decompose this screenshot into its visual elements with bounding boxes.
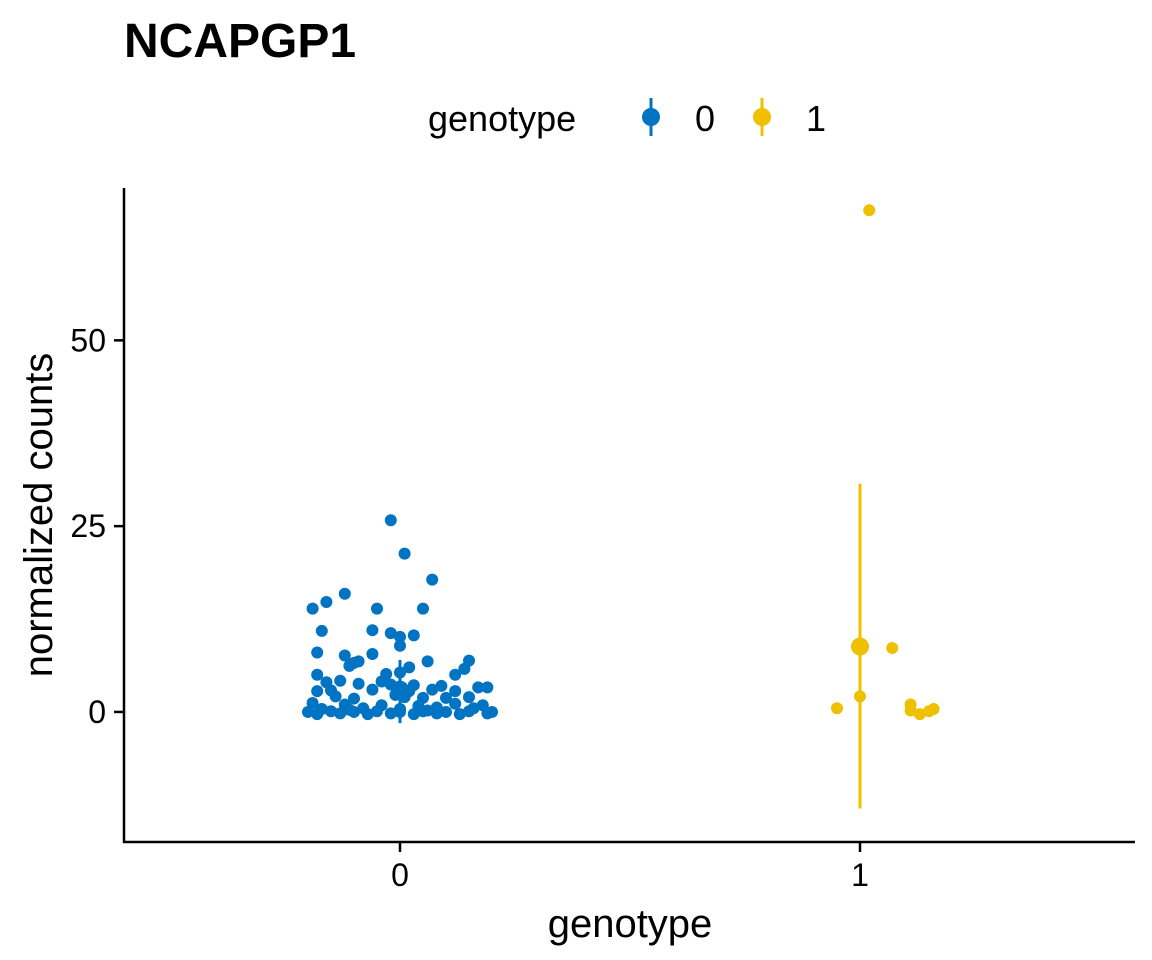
data-point (371, 705, 383, 718)
data-point (352, 677, 365, 690)
chart-title: NCAPGP1 (124, 15, 356, 68)
data-point (302, 705, 314, 718)
data-point (481, 707, 494, 720)
data-point (320, 595, 333, 608)
data-point (435, 679, 448, 692)
data-point (361, 708, 374, 721)
data-point (463, 691, 475, 704)
data-point (449, 685, 462, 698)
data-point (426, 573, 439, 586)
data-point (421, 704, 434, 717)
data-point (325, 705, 337, 718)
mean-point-1 (851, 637, 869, 656)
data-point (343, 659, 356, 672)
data-point (481, 681, 494, 694)
data-point (338, 649, 351, 662)
data-point (886, 642, 899, 655)
y-ticks: 0 25 50 (70, 322, 124, 730)
data-point (311, 668, 324, 681)
data-point (394, 639, 406, 652)
y-axis-title: normalized counts (17, 353, 61, 678)
data-point (343, 703, 356, 716)
series-1 (831, 204, 940, 809)
data-point (384, 707, 397, 720)
data-point (863, 204, 876, 217)
y-tick-label: 50 (70, 322, 106, 358)
data-point (366, 624, 379, 637)
data-point (426, 683, 439, 696)
data-point (306, 697, 319, 710)
legend: genotype 0 1 (428, 98, 826, 139)
data-point (440, 705, 452, 718)
mean-point-0 (391, 680, 409, 699)
data-point (407, 708, 420, 721)
data-point (472, 681, 485, 694)
y-tick-label: 25 (70, 508, 106, 544)
data-point (449, 697, 462, 710)
data-point (366, 647, 379, 660)
data-point (384, 514, 397, 527)
data-point (421, 655, 434, 668)
data-point (927, 702, 940, 715)
data-point (463, 705, 475, 718)
data-point (371, 602, 383, 615)
plot-area (302, 204, 940, 809)
data-point (311, 685, 324, 698)
y-tick-label: 0 (88, 694, 106, 730)
data-point (384, 627, 397, 640)
data-point (394, 630, 406, 643)
data-point (904, 704, 917, 717)
data-point (854, 690, 866, 703)
data-point (913, 708, 926, 721)
data-point (430, 707, 443, 720)
legend-label-1: 1 (806, 98, 826, 139)
legend-entry-0: 0 (642, 98, 715, 139)
data-point (417, 602, 429, 615)
data-point (453, 708, 466, 721)
data-point (440, 691, 452, 704)
x-tick-label: 1 (851, 857, 869, 893)
legend-entry-1: 1 (753, 98, 826, 139)
data-point (407, 629, 420, 642)
legend-title: genotype (428, 98, 576, 139)
data-point (348, 692, 360, 705)
data-point (334, 674, 347, 687)
data-point (398, 547, 411, 560)
data-point (329, 690, 342, 703)
data-point (394, 666, 406, 679)
data-point (394, 705, 406, 718)
data-point (306, 602, 319, 615)
data-point (831, 702, 843, 715)
data-point (311, 708, 324, 721)
x-axis-title: genotype (548, 902, 713, 946)
data-point (315, 624, 328, 637)
data-point (338, 587, 351, 600)
data-point (334, 707, 347, 720)
legend-label-0: 0 (695, 98, 715, 139)
data-point (366, 683, 379, 696)
legend-key-dot-1 (753, 108, 771, 126)
series-0 (302, 514, 498, 724)
data-point (403, 661, 416, 674)
data-point (375, 675, 388, 688)
data-point (458, 662, 471, 675)
data-point (449, 668, 462, 681)
legend-key-dot-0 (642, 108, 660, 126)
data-point (311, 646, 324, 659)
x-tick-label: 0 (391, 857, 409, 893)
